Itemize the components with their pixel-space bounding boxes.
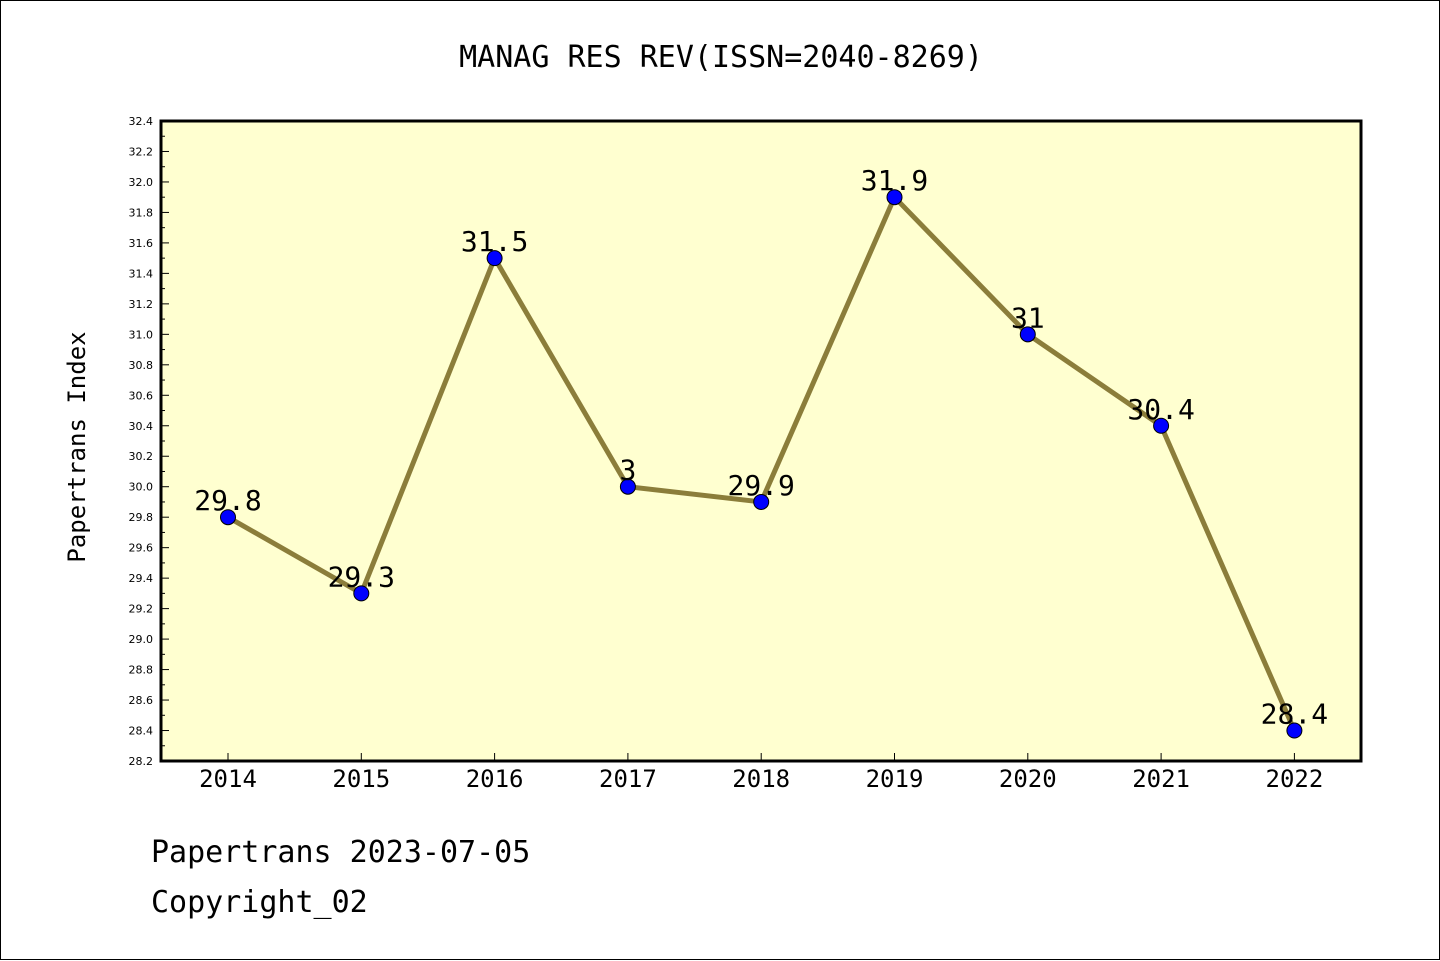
y-tick-label: 29.2 bbox=[129, 603, 154, 616]
x-tick-label: 2019 bbox=[866, 765, 924, 793]
data-point bbox=[619, 478, 636, 495]
x-tick-label: 2017 bbox=[599, 765, 657, 793]
y-tick-label: 32.2 bbox=[129, 145, 154, 158]
y-tick-label: 28.2 bbox=[129, 755, 154, 768]
y-tick-label: 29.4 bbox=[129, 572, 154, 585]
data-label: 29.9 bbox=[727, 469, 794, 502]
y-tick-label: 30.0 bbox=[129, 481, 154, 494]
y-tick-label: 30.6 bbox=[129, 389, 154, 402]
data-point bbox=[886, 189, 903, 206]
y-tick-label: 31.4 bbox=[129, 267, 154, 280]
x-tick-labels: 2014 2015 2016 2017 2018 2019 2020 2021 2022 bbox=[199, 765, 1323, 793]
y-tick-label: 29.0 bbox=[129, 633, 154, 646]
data-point bbox=[1286, 722, 1303, 739]
data-label: 31.5 bbox=[461, 225, 528, 258]
y-tick-label: 29.8 bbox=[129, 511, 154, 524]
y-tick-label: 32.0 bbox=[129, 176, 154, 189]
data-point bbox=[353, 585, 370, 602]
y-tick-label: 30.4 bbox=[129, 420, 154, 433]
x-tick-label: 2018 bbox=[732, 765, 790, 793]
y-tick-label: 31.0 bbox=[129, 328, 154, 341]
x-tick-label: 2021 bbox=[1132, 765, 1190, 793]
y-tick-label: 28.8 bbox=[129, 664, 154, 677]
y-tick-label: 30.2 bbox=[129, 450, 154, 463]
data-point bbox=[220, 509, 236, 526]
y-tick-label: 32.4 bbox=[129, 115, 154, 128]
x-tick-label: 2016 bbox=[466, 765, 524, 793]
y-tick-label: 31.2 bbox=[129, 298, 154, 311]
data-label: 28.4 bbox=[1261, 698, 1328, 731]
data-label: 3 bbox=[619, 454, 636, 487]
y-tick-label: 28.4 bbox=[129, 725, 154, 738]
data-point bbox=[1019, 326, 1036, 343]
y-tick-label: 31.8 bbox=[129, 206, 154, 219]
x-tick-label: 2020 bbox=[999, 765, 1057, 793]
chart-title: MANAG RES REV(ISSN=2040-8269) bbox=[459, 40, 983, 75]
x-tick-label: 2014 bbox=[199, 765, 257, 793]
y-tick-labels: 28.2 28.4 28.6 28.8 29.0 29.2 29.4 29.6 29.8 30.0… bbox=[129, 115, 154, 768]
data-label: 30.4 bbox=[1127, 393, 1194, 426]
y-tick-label: 29.6 bbox=[129, 542, 154, 555]
plot-border bbox=[159, 119, 1363, 763]
y-tick-label: 31.6 bbox=[129, 237, 154, 250]
data-label: 29.8 bbox=[194, 484, 261, 517]
data-label: 29.3 bbox=[328, 560, 395, 593]
data-point bbox=[753, 493, 770, 510]
y-tick-label: 30.8 bbox=[129, 359, 154, 372]
x-tick-label: 2015 bbox=[332, 765, 390, 793]
data-point bbox=[1153, 417, 1170, 434]
plot-area bbox=[161, 121, 1361, 761]
data-label: 31.9 bbox=[861, 164, 928, 197]
footer-date: Papertrans 2023-07-05 bbox=[151, 835, 531, 870]
y-tick-label: 28.6 bbox=[129, 694, 154, 707]
data-markers bbox=[220, 189, 1303, 739]
y-axis-label: Papertrans Index bbox=[63, 331, 91, 562]
footer-copyright: Copyright_02 bbox=[151, 885, 368, 920]
data-point bbox=[486, 250, 503, 267]
x-tick-label: 2022 bbox=[1266, 765, 1324, 793]
data-labels: 29.8 29.3 31.5 3 29.9 31.9 31 30.4 28.4 bbox=[194, 164, 1328, 730]
data-label: 31 bbox=[1011, 301, 1045, 334]
